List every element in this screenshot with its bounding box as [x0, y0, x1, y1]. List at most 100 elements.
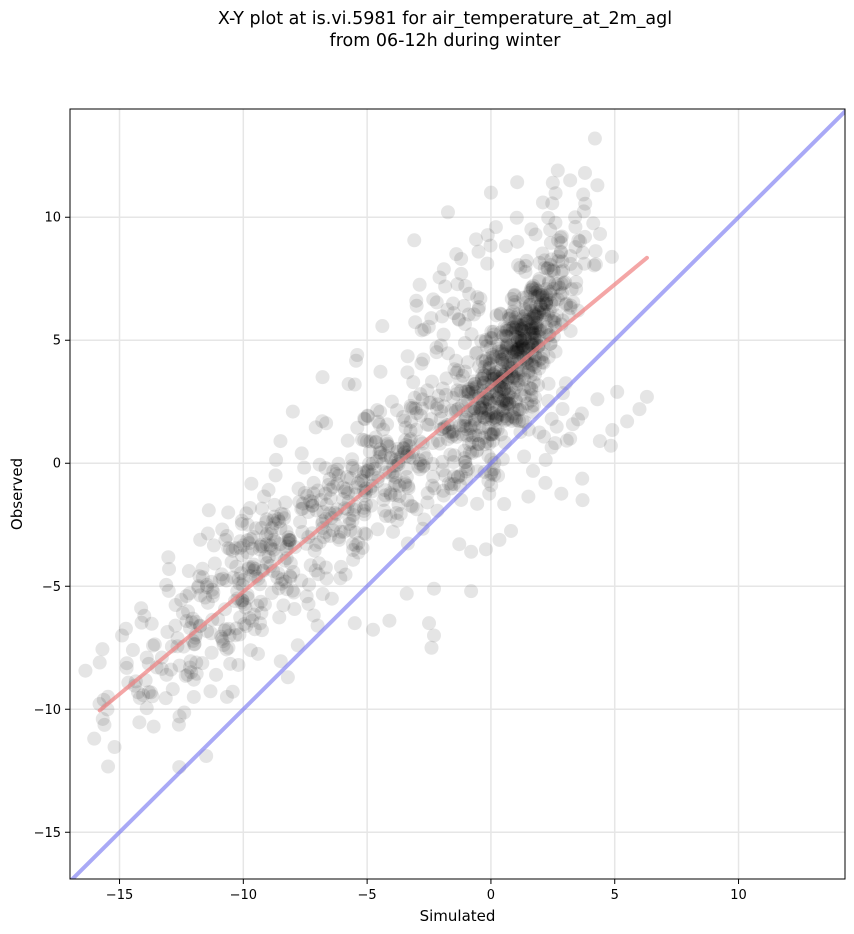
data-point — [257, 597, 272, 612]
data-point — [486, 426, 501, 441]
data-point — [529, 308, 544, 323]
data-point — [535, 288, 550, 303]
data-point — [518, 258, 533, 273]
data-point — [282, 533, 297, 548]
data-point — [237, 597, 252, 612]
data-point — [407, 233, 422, 248]
data-point — [360, 464, 375, 479]
data-point — [368, 430, 383, 445]
data-point — [346, 552, 361, 567]
data-point — [245, 560, 260, 575]
data-point — [345, 514, 360, 529]
data-point — [502, 396, 517, 411]
data-point — [348, 525, 363, 540]
data-point — [422, 395, 437, 410]
data-point — [212, 572, 227, 587]
data-point — [236, 538, 251, 553]
data-point — [520, 313, 535, 328]
data-point — [273, 537, 288, 552]
data-point — [500, 337, 515, 352]
chart-title-line2: from 06-12h during winter — [329, 31, 561, 51]
data-point — [476, 410, 491, 425]
data-point — [517, 449, 532, 464]
data-point — [549, 308, 564, 323]
data-point — [463, 428, 478, 443]
data-point — [446, 427, 461, 442]
data-point — [467, 307, 482, 322]
data-point — [457, 451, 472, 466]
data-point — [553, 287, 568, 302]
data-point — [281, 530, 296, 545]
data-point — [491, 468, 506, 483]
data-point — [508, 392, 523, 407]
data-point — [470, 443, 485, 458]
data-point — [356, 503, 371, 518]
data-point — [416, 446, 431, 461]
data-point — [119, 660, 134, 675]
data-point — [424, 311, 439, 326]
data-point — [380, 417, 395, 432]
data-point — [263, 538, 278, 553]
data-point — [307, 543, 322, 558]
data-point — [160, 624, 175, 639]
data-point — [476, 375, 491, 390]
data-point — [240, 545, 255, 560]
data-point — [495, 346, 510, 361]
data-point — [460, 355, 475, 370]
data-point — [552, 280, 567, 295]
data-point — [215, 522, 230, 537]
data-point — [429, 401, 444, 416]
data-point — [493, 306, 508, 321]
data-point — [345, 458, 360, 473]
data-point — [509, 394, 524, 409]
data-point — [370, 414, 385, 429]
data-point — [632, 402, 647, 417]
data-point — [439, 371, 454, 386]
data-point — [550, 292, 565, 307]
data-point — [403, 423, 418, 438]
data-point — [459, 422, 474, 437]
data-point — [539, 288, 554, 303]
data-point — [524, 382, 539, 397]
data-point — [221, 505, 236, 520]
data-point — [474, 334, 489, 349]
data-point — [475, 371, 490, 386]
data-point — [360, 409, 375, 424]
data-point — [380, 438, 395, 453]
data-point — [464, 380, 479, 395]
data-point — [512, 339, 527, 354]
data-point — [466, 404, 481, 419]
data-point — [402, 433, 417, 448]
data-point — [348, 480, 363, 495]
data-point — [446, 306, 461, 321]
data-point — [578, 229, 593, 244]
data-point — [234, 566, 249, 581]
data-point — [555, 401, 570, 416]
data-point — [485, 347, 500, 362]
data-point — [137, 608, 152, 623]
data-point — [454, 384, 469, 399]
data-point — [269, 547, 284, 562]
data-point — [534, 301, 549, 316]
data-point — [351, 545, 366, 560]
data-point — [373, 364, 388, 379]
data-point — [359, 434, 374, 449]
data-point — [440, 432, 455, 447]
data-point — [528, 282, 543, 297]
data-point — [446, 469, 461, 484]
data-point — [546, 314, 561, 329]
data-point — [263, 559, 278, 574]
data-point — [458, 384, 473, 399]
data-point — [214, 567, 229, 582]
reference-lines — [70, 109, 845, 879]
data-point — [159, 577, 174, 592]
data-point — [482, 356, 497, 371]
data-point — [204, 626, 219, 641]
data-point — [526, 398, 541, 413]
data-point — [456, 418, 471, 433]
data-point — [433, 411, 448, 426]
data-point — [384, 450, 399, 465]
data-point — [276, 507, 291, 522]
data-point — [524, 393, 539, 408]
